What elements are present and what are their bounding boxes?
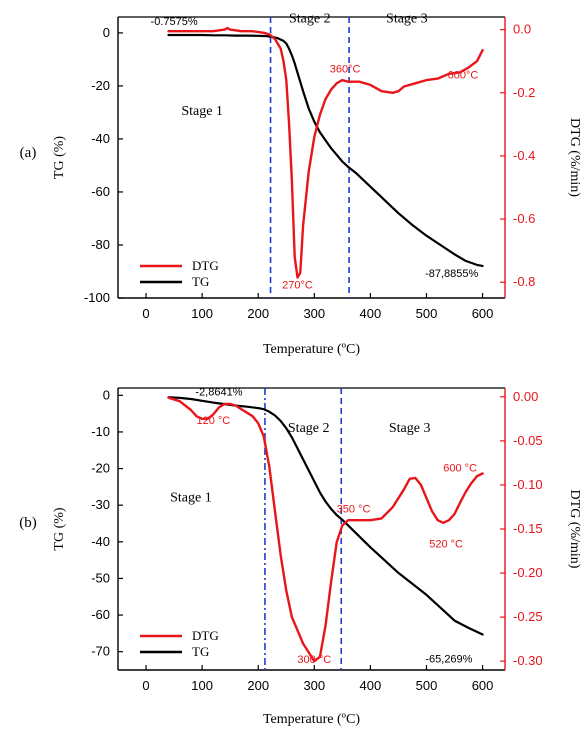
y2-tick-label: -0.6 xyxy=(513,211,535,226)
x-tick-label: 200 xyxy=(247,306,269,321)
y-tick-label: -60 xyxy=(91,607,110,622)
x-tick-label: 600 xyxy=(472,678,494,693)
x-axis-title: Temperature (ºC) xyxy=(263,712,360,727)
x-tick-label: 600 xyxy=(472,306,494,321)
x-tick-label: 400 xyxy=(360,306,382,321)
y2-axis-title: DTG (%/min) xyxy=(567,118,582,197)
panel-label: (a) xyxy=(20,145,37,161)
x-tick-label: 400 xyxy=(360,678,382,693)
annotation-label: 600 °C xyxy=(443,463,477,475)
y-tick-label: -20 xyxy=(91,461,110,476)
y2-tick-label: -0.8 xyxy=(513,274,535,289)
annotation-label: -2,8641% xyxy=(195,386,242,398)
y-tick-label: -100 xyxy=(84,290,110,305)
legend-label-dtg: DTG xyxy=(192,628,219,643)
annotation-label: 360°C xyxy=(330,63,361,75)
legend-label-tg: TG xyxy=(192,274,209,289)
stage-label-3: Stage 3 xyxy=(386,11,428,26)
y-tick-label: -70 xyxy=(91,644,110,659)
y2-tick-label: 0.00 xyxy=(513,389,538,404)
y2-tick-label: -0.15 xyxy=(513,521,543,536)
x-tick-label: 100 xyxy=(191,678,213,693)
dtg-curve xyxy=(167,26,484,279)
annotation-label: 520 °C xyxy=(429,539,463,551)
annotation-label: -0.7575% xyxy=(151,16,198,28)
annotation-label: 120 °C xyxy=(196,415,230,427)
y2-tick-label: -0.4 xyxy=(513,148,535,163)
stage-label-1: Stage 1 xyxy=(170,491,212,506)
y2-tick-label: 0.0 xyxy=(513,22,531,37)
stage-label-3: Stage 3 xyxy=(389,421,431,436)
x-tick-label: 0 xyxy=(142,306,149,321)
y-tick-label: -10 xyxy=(91,424,110,439)
legend-label-tg: TG xyxy=(192,644,209,659)
x-tick-label: 0 xyxy=(142,678,149,693)
x-tick-label: 500 xyxy=(416,678,438,693)
y-axis-title: TG (%) xyxy=(52,136,67,179)
y-axis-title: TG (%) xyxy=(52,507,67,550)
x-tick-label: 300 xyxy=(303,678,325,693)
y2-tick-label: -0.10 xyxy=(513,477,543,492)
y-tick-label: -20 xyxy=(91,78,110,93)
x-axis-title: Temperature (ºC) xyxy=(263,342,360,357)
y-tick-label: -60 xyxy=(91,184,110,199)
y-tick-label: -40 xyxy=(91,534,110,549)
y-tick-label: 0 xyxy=(103,387,110,402)
y2-tick-label: -0.2 xyxy=(513,85,535,100)
stage-label-2: Stage 2 xyxy=(289,11,331,26)
y-tick-label: -30 xyxy=(91,497,110,512)
y2-tick-label: -0.20 xyxy=(513,565,543,580)
y2-tick-label: -0.25 xyxy=(513,609,543,624)
annotation-label: 270°C xyxy=(282,280,313,292)
y-tick-label: -80 xyxy=(91,237,110,252)
y2-tick-label: -0.30 xyxy=(513,653,543,668)
x-tick-label: 100 xyxy=(191,306,213,321)
panel-b: 0 100 200 300 400 500 600 0 -10 -20 -30 -40 -50 -60 -7… xyxy=(19,386,582,727)
dtg-curve xyxy=(167,396,484,663)
tg-curve xyxy=(167,33,484,267)
x-tick-label: 200 xyxy=(247,678,269,693)
panel-label: (b) xyxy=(19,515,37,531)
y2-tick-label: -0.05 xyxy=(513,433,543,448)
annotation-label: 300 °C xyxy=(297,654,331,666)
x-tick-label: 500 xyxy=(416,306,438,321)
annotation-label: -87,8855% xyxy=(425,268,478,280)
stage-label-2: Stage 2 xyxy=(288,421,330,436)
y-tick-label: 0 xyxy=(103,25,110,40)
y-tick-label: -50 xyxy=(91,570,110,585)
annotation-label: -65,269% xyxy=(425,654,472,666)
y-tick-label: -40 xyxy=(91,131,110,146)
annotation-label: 350 °C xyxy=(337,503,371,515)
y2-axis-title: DTG (%/min) xyxy=(567,490,582,569)
x-tick-label: 300 xyxy=(303,306,325,321)
panel-a: 0 100 200 300 400 500 600 0 -20 -40 -60 -80 -100 0.0 -… xyxy=(20,11,582,357)
annotation-label: 600°C xyxy=(448,70,479,82)
stage-label-1: Stage 1 xyxy=(181,104,223,119)
legend-label-dtg: DTG xyxy=(192,258,219,273)
